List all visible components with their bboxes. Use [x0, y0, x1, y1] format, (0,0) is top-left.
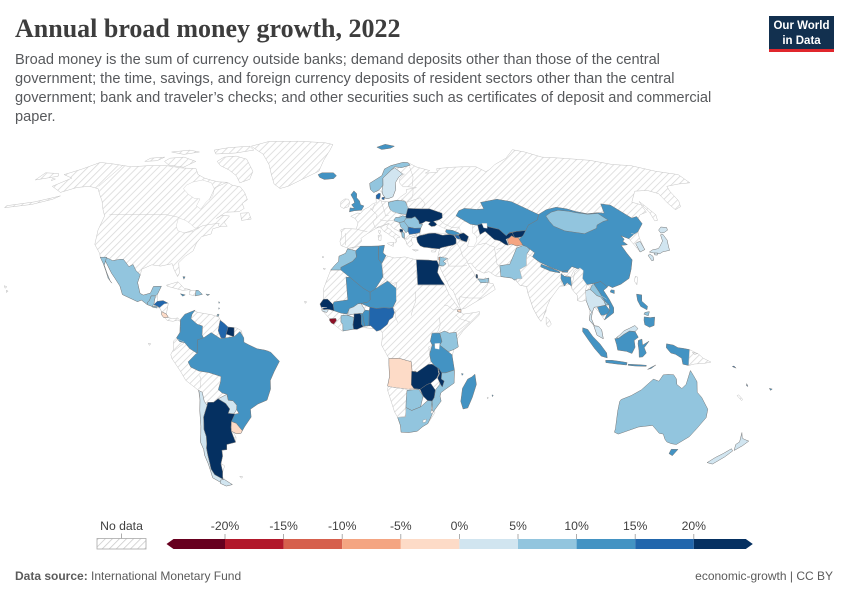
svg-text:20%: 20% — [682, 519, 707, 533]
svg-text:No data: No data — [100, 519, 143, 533]
svg-text:-5%: -5% — [390, 519, 412, 533]
svg-text:-15%: -15% — [269, 519, 298, 533]
svg-text:-10%: -10% — [328, 519, 357, 533]
svg-text:5%: 5% — [509, 519, 527, 533]
svg-text:-20%: -20% — [211, 519, 240, 533]
svg-text:15%: 15% — [623, 519, 648, 533]
svg-text:10%: 10% — [564, 519, 589, 533]
svg-text:0%: 0% — [451, 519, 469, 533]
